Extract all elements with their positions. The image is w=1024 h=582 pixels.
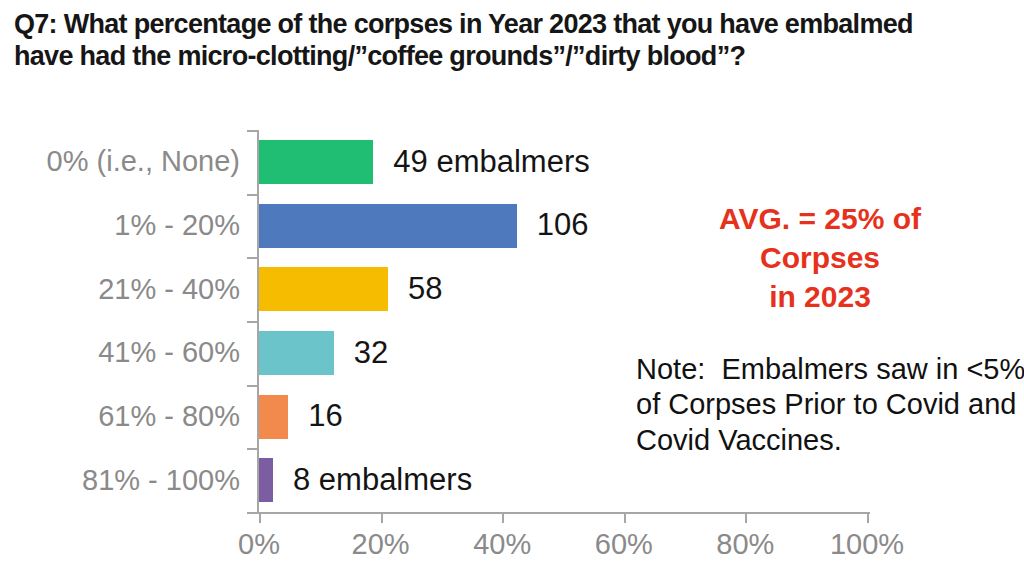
bar-value-label: 32 xyxy=(354,321,388,385)
bar-value-label: 49 embalmers xyxy=(393,130,589,194)
note-line-2: of Corpses Prior to Covid and xyxy=(636,387,1024,422)
bar-value-label: 16 xyxy=(308,385,342,449)
bar xyxy=(259,204,517,248)
bar-value-label: 58 xyxy=(408,257,442,321)
note-line-3: Covid Vaccines. xyxy=(636,423,1024,458)
bar xyxy=(259,395,288,439)
x-axis-tick-label: 20% xyxy=(352,528,410,561)
x-axis-tick xyxy=(502,514,504,523)
y-axis-tick xyxy=(247,194,258,196)
bar xyxy=(259,458,273,502)
y-axis-tick xyxy=(247,385,258,387)
x-axis-tick xyxy=(745,514,747,523)
bar xyxy=(259,331,334,375)
x-axis-tick xyxy=(624,514,626,523)
x-axis-tick-label: 60% xyxy=(595,528,653,561)
note-annotation: Note: Embalmers saw in <5% of Corpses Pr… xyxy=(636,352,1024,458)
category-label: 0% (i.e., None) xyxy=(0,130,240,194)
bar xyxy=(259,140,373,184)
x-axis-tick-label: 40% xyxy=(473,528,531,561)
bar-value-label: 106 xyxy=(537,194,589,258)
x-axis-tick-label: 0% xyxy=(238,528,280,561)
average-callout-line-1: AVG. = 25% of Corpses xyxy=(655,199,985,277)
x-axis-tick xyxy=(259,514,261,523)
category-label: 81% - 100% xyxy=(0,448,240,512)
x-axis-tick-label: 80% xyxy=(716,528,774,561)
category-label: 61% - 80% xyxy=(0,385,240,449)
category-label: 1% - 20% xyxy=(0,194,240,258)
note-line-1: Note: Embalmers saw in <5% xyxy=(636,352,1024,387)
bar-value-label: 8 embalmers xyxy=(293,448,472,512)
y-axis-tick xyxy=(247,321,258,323)
y-axis-tick xyxy=(247,512,258,514)
bar xyxy=(259,267,388,311)
average-callout-line-2: in 2023 xyxy=(655,277,985,316)
y-axis-tick xyxy=(247,257,258,259)
x-axis-tick-label: 100% xyxy=(830,528,904,561)
x-axis-line xyxy=(257,512,870,514)
x-axis-tick xyxy=(381,514,383,523)
slide: Q7: What percentage of the corpses in Ye… xyxy=(0,0,1024,582)
y-axis-tick xyxy=(247,130,258,132)
category-label: 41% - 60% xyxy=(0,321,240,385)
average-callout: AVG. = 25% of Corpses in 2023 xyxy=(655,199,985,316)
x-axis-tick xyxy=(867,514,869,523)
category-label: 21% - 40% xyxy=(0,257,240,321)
y-axis-tick xyxy=(247,448,258,450)
